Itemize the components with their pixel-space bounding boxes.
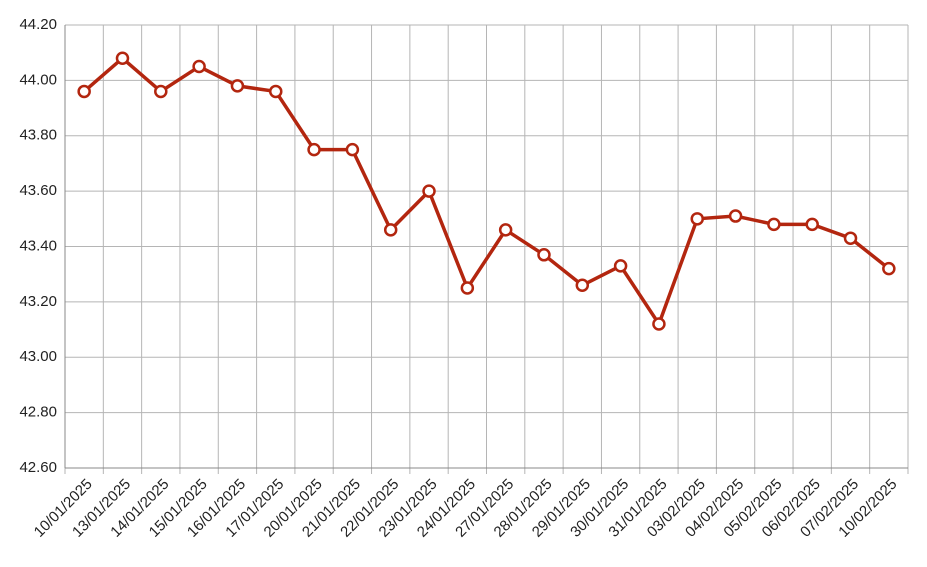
point-marker <box>383 223 398 237</box>
y-tick-label: 44.00 <box>19 71 57 88</box>
point-marker <box>192 59 206 74</box>
point-marker <box>422 184 436 198</box>
point-marker <box>345 142 360 157</box>
point-marker <box>728 209 743 223</box>
point-marker <box>230 79 245 93</box>
y-tick-label: 44.20 <box>19 16 57 33</box>
y-tick-label: 43.40 <box>19 237 57 254</box>
point-marker <box>307 142 321 157</box>
y-tick-label: 42.60 <box>19 459 57 476</box>
point-marker <box>115 51 130 65</box>
y-tick-label: 42.80 <box>19 404 57 421</box>
y-tick-label: 43.20 <box>19 293 57 310</box>
point-marker <box>77 84 91 99</box>
line-series <box>83 56 890 326</box>
point-marker <box>690 212 704 226</box>
point-marker <box>460 281 475 295</box>
point-marker <box>882 261 896 276</box>
point-marker <box>843 231 858 245</box>
y-tick-label: 43.60 <box>19 182 57 199</box>
y-tick-label: 43.00 <box>19 348 57 365</box>
point-marker <box>613 259 628 273</box>
point-marker <box>767 217 781 232</box>
point-marker <box>575 278 590 293</box>
y-tick-label: 43.80 <box>19 127 57 144</box>
point-marker <box>805 217 819 232</box>
point-marker <box>269 84 283 99</box>
point-marker <box>537 248 551 262</box>
point-marker <box>652 317 666 331</box>
point-marker <box>154 84 168 99</box>
point-marker <box>498 223 513 237</box>
